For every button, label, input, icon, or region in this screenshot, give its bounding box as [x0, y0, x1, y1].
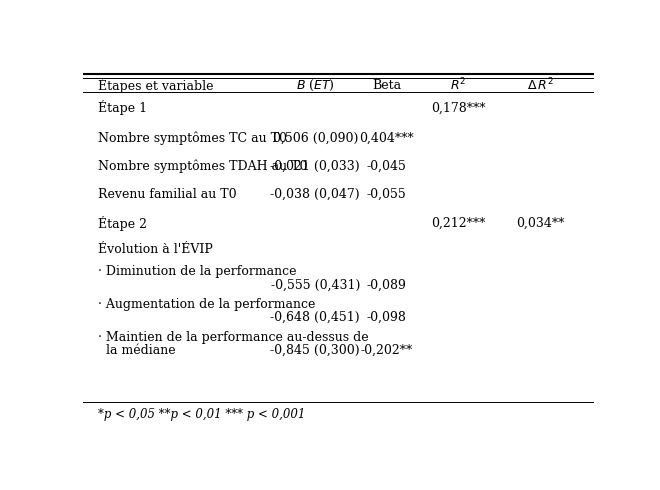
Text: -0,038 (0,047): -0,038 (0,047)	[271, 188, 360, 201]
Text: -0,055: -0,055	[367, 188, 407, 201]
Text: · Maintien de la performance au-dessus de: · Maintien de la performance au-dessus d…	[98, 331, 368, 344]
Text: -0,089: -0,089	[367, 279, 407, 292]
Text: · Augmentation de la performance: · Augmentation de la performance	[98, 297, 315, 311]
Text: la médiane: la médiane	[98, 343, 176, 357]
Text: 0,034**: 0,034**	[516, 217, 564, 230]
Text: -0,098: -0,098	[367, 311, 407, 324]
Text: · Diminution de la performance: · Diminution de la performance	[98, 266, 296, 278]
Text: $R^2$: $R^2$	[450, 77, 467, 94]
Text: Étape 2: Étape 2	[98, 216, 147, 231]
Text: 0,506 (0,090): 0,506 (0,090)	[273, 131, 358, 145]
Text: Nombre symptômes TC au T0: Nombre symptômes TC au T0	[98, 131, 287, 145]
Text: Évolution à l'ÉVIP: Évolution à l'ÉVIP	[98, 243, 213, 256]
Text: 0,212***: 0,212***	[431, 217, 486, 230]
Text: Beta: Beta	[372, 79, 401, 92]
Text: *p < 0,05 **p < 0,01 *** p < 0,001: *p < 0,05 **p < 0,01 *** p < 0,001	[98, 408, 305, 421]
Text: $B$ ($ET$): $B$ ($ET$)	[296, 77, 335, 93]
Text: 0,178***: 0,178***	[431, 101, 486, 114]
Text: -0,045: -0,045	[367, 160, 407, 173]
Text: Revenu familial au T0: Revenu familial au T0	[98, 188, 236, 201]
Text: Étape 1: Étape 1	[98, 100, 147, 115]
Text: $\Delta\, R^2$: $\Delta\, R^2$	[527, 77, 554, 94]
Text: Nombre symptômes TDAH au T0: Nombre symptômes TDAH au T0	[98, 160, 308, 173]
Text: 0,404***: 0,404***	[360, 131, 414, 145]
Text: -0,648 (0,451): -0,648 (0,451)	[271, 311, 360, 324]
Text: -0,202**: -0,202**	[361, 343, 413, 357]
Text: -0,845 (0,300): -0,845 (0,300)	[271, 343, 360, 357]
Text: Étapes et variable: Étapes et variable	[98, 78, 213, 93]
Text: -0,021 (0,033): -0,021 (0,033)	[271, 160, 360, 173]
Text: -0,555 (0,431): -0,555 (0,431)	[271, 279, 360, 292]
